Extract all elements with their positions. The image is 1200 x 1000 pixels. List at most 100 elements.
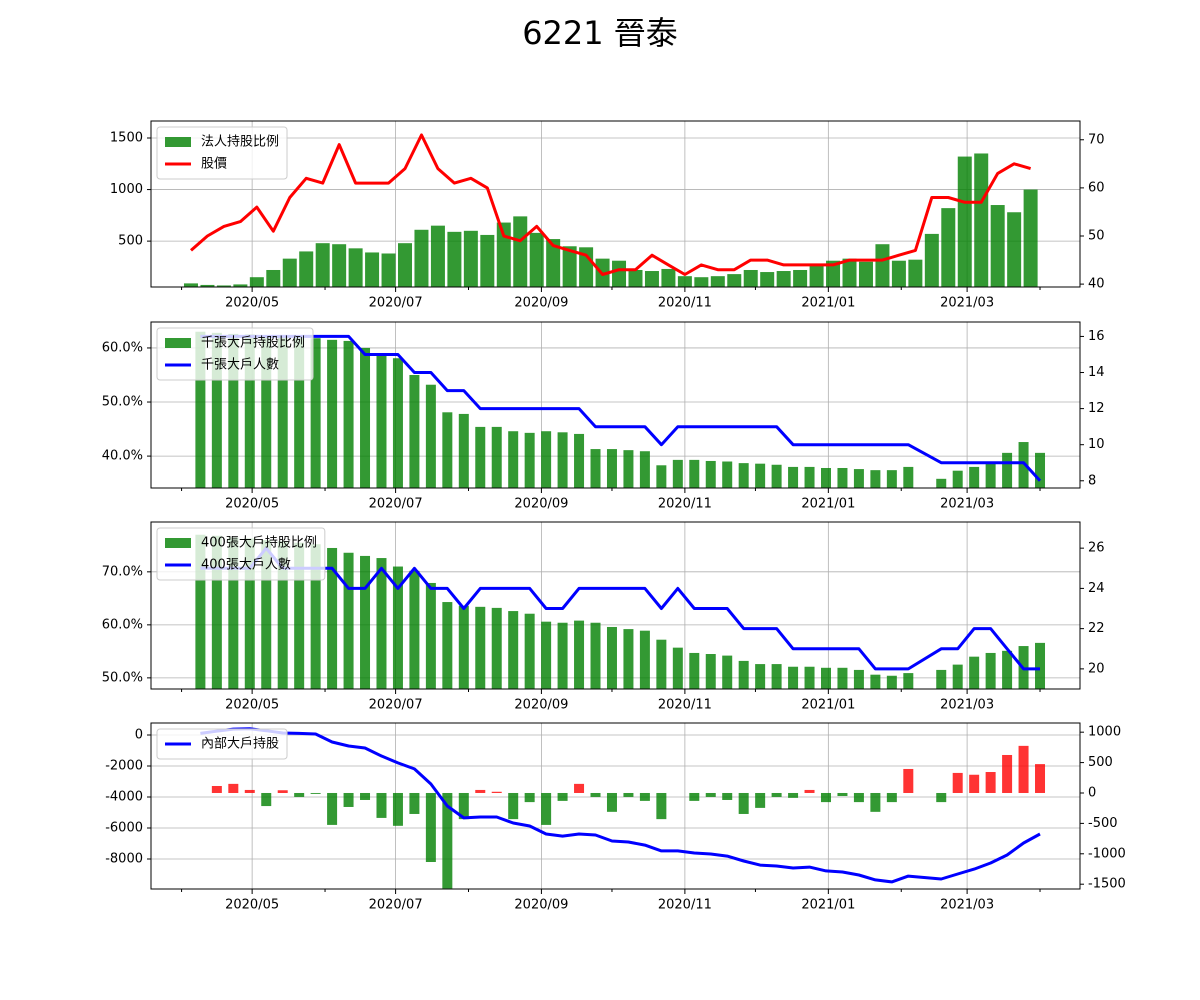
bar xyxy=(475,606,486,689)
bar xyxy=(644,271,659,287)
bar xyxy=(908,259,923,287)
panel: 2020/05 2020/07 2020/09 2020/11 2021/01 2021/… xyxy=(102,321,1105,512)
bar xyxy=(475,426,486,488)
bar xyxy=(228,783,239,793)
x-tick-label: 2020/07 xyxy=(369,898,423,913)
bar xyxy=(491,791,502,793)
y2-tick-label: 16 xyxy=(1088,329,1105,344)
bar xyxy=(738,463,749,488)
bar xyxy=(524,613,535,689)
y-tick-label: 0 xyxy=(135,727,143,742)
bar xyxy=(1002,754,1013,793)
plot-area xyxy=(200,727,1046,889)
bar xyxy=(343,792,354,807)
bar xyxy=(343,552,354,689)
y-tick-label: 40.0% xyxy=(102,449,143,464)
bar xyxy=(1018,745,1029,793)
bar xyxy=(903,768,914,793)
bar xyxy=(1018,442,1029,488)
legend-label: 法人持股比例 xyxy=(201,135,279,150)
bar xyxy=(612,260,627,287)
x-tick-label: 2021/03 xyxy=(940,497,994,512)
bar xyxy=(348,248,363,287)
y2-tick-label: 14 xyxy=(1088,365,1105,380)
x-tick-label: 2021/03 xyxy=(940,296,994,311)
figure-title: 6221 晉泰 xyxy=(522,14,678,52)
bar xyxy=(513,216,528,287)
bar xyxy=(442,792,453,889)
bar xyxy=(628,269,643,287)
x-tick-label: 2020/07 xyxy=(369,698,423,713)
bar xyxy=(755,664,766,689)
bar xyxy=(216,285,231,287)
x-tick-label: 2020/09 xyxy=(514,898,568,913)
bar xyxy=(969,466,980,488)
bar xyxy=(183,283,198,287)
bar xyxy=(491,607,502,689)
bar xyxy=(656,792,667,820)
bar xyxy=(722,461,733,488)
x-tick-label: 2020/05 xyxy=(225,898,279,913)
bar xyxy=(211,535,222,689)
y2-tick-label: 12 xyxy=(1088,401,1105,416)
bar xyxy=(228,537,239,689)
y2-tick-label: 8 xyxy=(1088,473,1096,488)
bar xyxy=(294,542,305,689)
bar xyxy=(249,277,264,287)
bar xyxy=(957,156,972,287)
bar xyxy=(409,374,420,488)
bar xyxy=(853,669,864,689)
bar xyxy=(442,602,453,689)
bar xyxy=(886,470,897,488)
bar xyxy=(722,655,733,689)
bar xyxy=(760,272,775,287)
bar xyxy=(277,541,288,689)
bar xyxy=(974,153,989,287)
bar xyxy=(266,269,281,287)
bar xyxy=(574,783,585,793)
axes-frame xyxy=(150,722,1081,890)
bar xyxy=(327,339,338,488)
bar xyxy=(392,792,403,826)
bar xyxy=(414,229,429,287)
bar xyxy=(705,654,716,689)
bar xyxy=(793,269,808,287)
bar xyxy=(244,538,255,689)
bar xyxy=(639,630,650,689)
bar xyxy=(1035,452,1046,488)
bar xyxy=(557,432,568,488)
bar xyxy=(804,666,815,689)
bar xyxy=(771,464,782,488)
bar xyxy=(837,667,848,689)
legend-label: 股價 xyxy=(201,157,227,172)
bar xyxy=(1035,764,1046,793)
bar xyxy=(936,669,947,689)
bar xyxy=(936,478,947,488)
bar xyxy=(837,467,848,488)
x-tick-label: 2020/11 xyxy=(658,296,712,311)
bar xyxy=(689,459,700,488)
bar xyxy=(381,253,396,287)
bar xyxy=(788,466,799,488)
bar xyxy=(447,231,462,287)
bar xyxy=(809,263,824,287)
legend-label: 400張大戶持股比例 xyxy=(201,536,317,551)
bar xyxy=(677,276,692,287)
bar xyxy=(870,674,881,689)
bar xyxy=(1035,642,1046,689)
bar xyxy=(924,233,939,287)
panel: 2020/05 2020/07 2020/09 2020/11 2021/01 2021/… xyxy=(105,722,1126,913)
bar xyxy=(458,413,469,488)
legend-box xyxy=(156,527,326,581)
bar xyxy=(425,384,436,488)
x-tick-label: 2021/01 xyxy=(801,698,855,713)
plot-area xyxy=(195,534,1046,689)
bar xyxy=(738,660,749,689)
bar xyxy=(891,260,906,287)
bar xyxy=(233,284,248,287)
bar xyxy=(985,772,996,793)
bar xyxy=(392,566,403,689)
legend-label: 內部大戶持股 xyxy=(201,737,279,752)
bar xyxy=(195,331,206,488)
